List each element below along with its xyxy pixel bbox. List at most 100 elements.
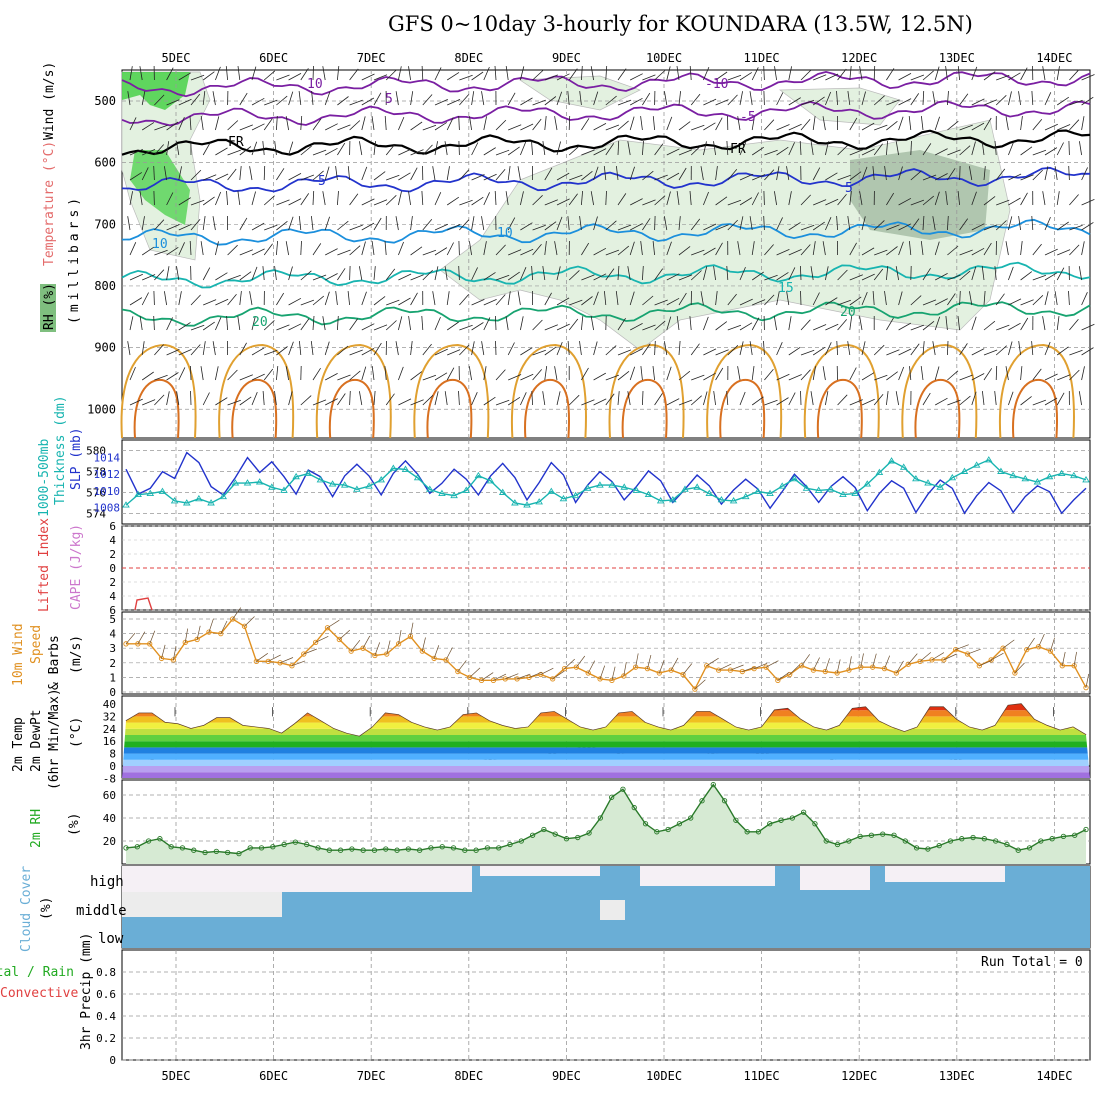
wind-tick-label: 0: [109, 686, 116, 699]
rh2m-point: [394, 847, 400, 853]
wind10m-barb: [896, 660, 904, 674]
wind10m-barb: [611, 666, 616, 681]
wind-barb: [1044, 291, 1049, 306]
wind-barb: [812, 167, 821, 181]
wind-barb: [700, 291, 704, 306]
wind-barb: [1044, 272, 1058, 281]
wind-barb: [127, 91, 131, 106]
wind-barb: [642, 170, 654, 181]
wind-barb: [800, 265, 802, 281]
wind-barb: [715, 99, 729, 106]
wind-barb: [690, 270, 702, 281]
wind-barb: [142, 149, 156, 156]
wind-barb: [749, 91, 753, 106]
wind-barb: [922, 215, 925, 231]
wind-barb: [312, 65, 314, 81]
rh2m-point: [270, 844, 276, 850]
wind-barb: [1081, 323, 1095, 331]
wind-barb: [349, 120, 361, 131]
rh2m-point: [902, 838, 908, 844]
wind-barb: [459, 344, 470, 356]
wind-barb: [666, 148, 680, 156]
wind-barb: [1044, 166, 1049, 181]
wind-barb: [251, 266, 258, 281]
thickness-point: [741, 492, 750, 500]
wind-barb: [200, 241, 204, 256]
wind-barb: [666, 172, 680, 181]
temp-tick-label: 8: [109, 748, 116, 761]
heat-contour: [803, 343, 880, 439]
wind-barb: [324, 291, 330, 306]
wind-barb: [312, 315, 315, 331]
wind-barb: [517, 291, 521, 306]
heat-contour: [315, 343, 392, 439]
wind-barb: [459, 94, 469, 106]
wind-barb: [520, 373, 534, 381]
wind-barb: [859, 191, 863, 206]
rh2m-point: [383, 846, 389, 852]
thickness-point: [912, 474, 920, 482]
slp-label: SLP (mb): [69, 427, 84, 490]
wind-barb: [1020, 192, 1028, 206]
wind-barb: [932, 216, 936, 231]
wind-barb: [200, 116, 204, 131]
wind-barb: [264, 224, 278, 231]
wind-barb: [994, 391, 997, 406]
wind-barb: [288, 323, 302, 331]
wind10m-label-4: (m/s): [69, 635, 84, 674]
wind-barb: [432, 291, 436, 306]
wind-barb: [471, 216, 475, 231]
wind-barb: [1044, 397, 1058, 406]
wind-barb: [520, 392, 527, 406]
wind-barb: [337, 315, 339, 331]
wind10m-barb: [208, 618, 214, 633]
wind-barb: [285, 116, 289, 131]
thickness-point: [365, 482, 373, 489]
rh2m-point: [947, 838, 954, 844]
wind-barb: [1020, 174, 1034, 181]
wind-barb: [520, 347, 533, 356]
wind-barb: [678, 292, 687, 306]
wind-barb: [347, 166, 350, 181]
wind-barb: [166, 246, 179, 256]
wind-barb: [898, 197, 912, 206]
wind-barb: [959, 374, 973, 381]
thickness-point: [547, 487, 556, 494]
wind-barb: [200, 366, 204, 381]
thickness-point: [899, 463, 908, 470]
wind-barb: [1057, 249, 1071, 256]
wind-barb: [361, 116, 366, 131]
wind-barb: [1081, 199, 1095, 206]
wind-barb: [166, 67, 174, 81]
thickness-point: [984, 456, 993, 463]
wind-barb: [1031, 215, 1034, 231]
wind-barb: [410, 121, 423, 131]
wind-barb: [605, 393, 615, 406]
wind-barb: [774, 191, 777, 206]
wind-barb: [605, 220, 617, 231]
wind-barb: [874, 374, 888, 381]
rh2m-point: [281, 841, 287, 848]
thickness-point: [450, 491, 458, 499]
wind-barb: [654, 299, 668, 306]
wind-barb: [959, 165, 961, 181]
wind-speed-point: [265, 658, 271, 664]
wind-barb: [971, 373, 985, 381]
wind-barb: [361, 97, 375, 106]
wind-barb: [873, 268, 884, 281]
thickness-point: [340, 481, 349, 488]
temp-band: [122, 710, 1090, 717]
wind-barb: [764, 169, 775, 181]
wind-speed-point: [182, 639, 188, 646]
wind-barb: [861, 122, 875, 131]
wind-speed-point: [502, 676, 508, 682]
wind-barb: [715, 71, 728, 81]
wind-barb: [922, 195, 935, 206]
wind-barb: [398, 116, 405, 131]
wind-barb: [847, 341, 851, 356]
wind-barb: [593, 123, 607, 131]
cloud-mid-gap: [122, 892, 282, 917]
wind-barb: [239, 146, 252, 156]
wind-barb: [141, 167, 149, 181]
wind-barb: [691, 124, 705, 131]
